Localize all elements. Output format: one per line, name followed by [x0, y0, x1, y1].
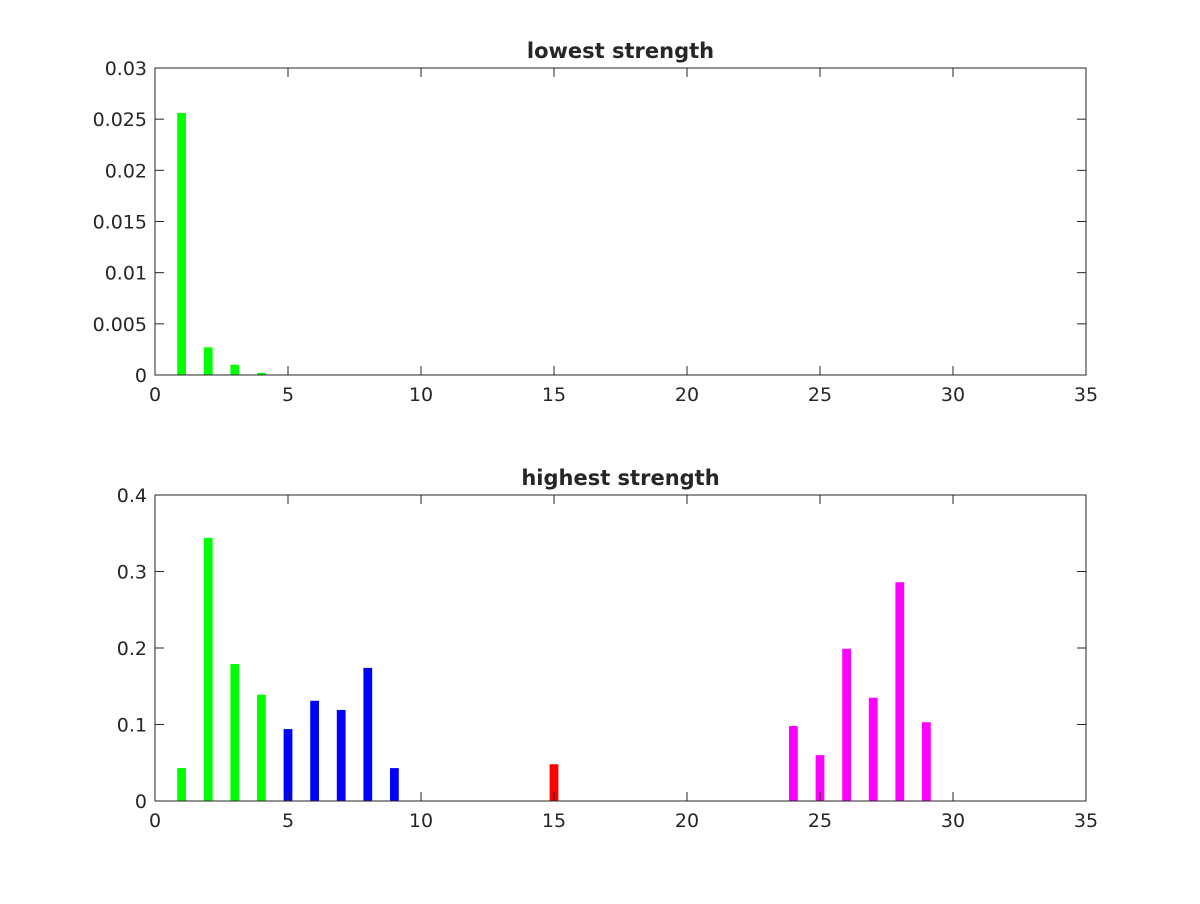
bar-x1 — [177, 768, 186, 801]
x-tick-label: 15 — [542, 384, 566, 406]
x-tick-label: 20 — [675, 384, 699, 406]
x-tick-label: 10 — [409, 810, 433, 832]
x-tick-label: 20 — [675, 810, 699, 832]
y-tick-label: 0.025 — [93, 109, 147, 131]
bar-x8 — [363, 667, 373, 801]
y-tick-label: 0.1 — [117, 715, 147, 737]
bar-x1 — [177, 113, 186, 375]
bar-x9 — [390, 768, 399, 801]
y-tick-label: 0.02 — [105, 160, 147, 182]
x-tick-label: 5 — [282, 810, 294, 832]
subplot-2: 0 5 10 15 20 25 30 35 0 0.1 0.2 0.3 0.4 highest stren… — [117, 466, 1098, 832]
bar-x15 — [549, 764, 559, 801]
y-tick-label: 0.015 — [93, 212, 147, 234]
bar-x28 — [895, 582, 905, 801]
x-tick-label: 15 — [542, 810, 566, 832]
y-tick-label: 0.3 — [117, 562, 147, 584]
plot-area — [155, 68, 1086, 375]
x-tick-label: 0 — [149, 384, 161, 406]
bar-x24 — [789, 726, 798, 801]
bar-x2 — [203, 537, 213, 801]
x-tick-label: 30 — [941, 810, 965, 832]
chart-title: highest strength — [521, 466, 719, 490]
x-tick-label: 25 — [808, 384, 832, 406]
x-tick-label: 35 — [1074, 810, 1098, 832]
x-tick-label: 5 — [282, 384, 294, 406]
bar-x29 — [922, 722, 931, 801]
bar-x6 — [310, 700, 319, 801]
bar-x5 — [283, 729, 293, 801]
y-tick-label: 0.2 — [117, 638, 147, 660]
x-tick-label: 25 — [808, 810, 832, 832]
bar-x4 — [257, 694, 266, 801]
bar-x3 — [230, 364, 240, 375]
y-tick-label: 0 — [135, 365, 147, 387]
chart-title: lowest strength — [527, 39, 714, 63]
bar-x7 — [336, 709, 346, 801]
plot-area — [155, 495, 1086, 801]
y-tick-label: 0.005 — [93, 314, 147, 336]
bar-x3 — [230, 664, 240, 801]
subplot-1: 0 5 10 15 20 25 30 35 0 0.005 0.01 0.015 0.02 0.025 0.… — [93, 39, 1099, 406]
x-tick-label: 10 — [409, 384, 433, 406]
bar-x27 — [868, 697, 878, 801]
y-tick-label: 0.01 — [105, 263, 147, 285]
x-tick-label: 30 — [941, 384, 965, 406]
x-tick-label: 35 — [1074, 384, 1098, 406]
y-tick-label: 0.03 — [105, 58, 147, 80]
y-tick-label: 0 — [135, 791, 147, 813]
x-tick-label: 0 — [149, 810, 161, 832]
bar-x2 — [203, 347, 213, 375]
bar-x26 — [842, 648, 851, 801]
y-tick-label: 0.4 — [117, 485, 147, 507]
bar-x4 — [257, 372, 266, 375]
bar-x25 — [815, 755, 825, 801]
